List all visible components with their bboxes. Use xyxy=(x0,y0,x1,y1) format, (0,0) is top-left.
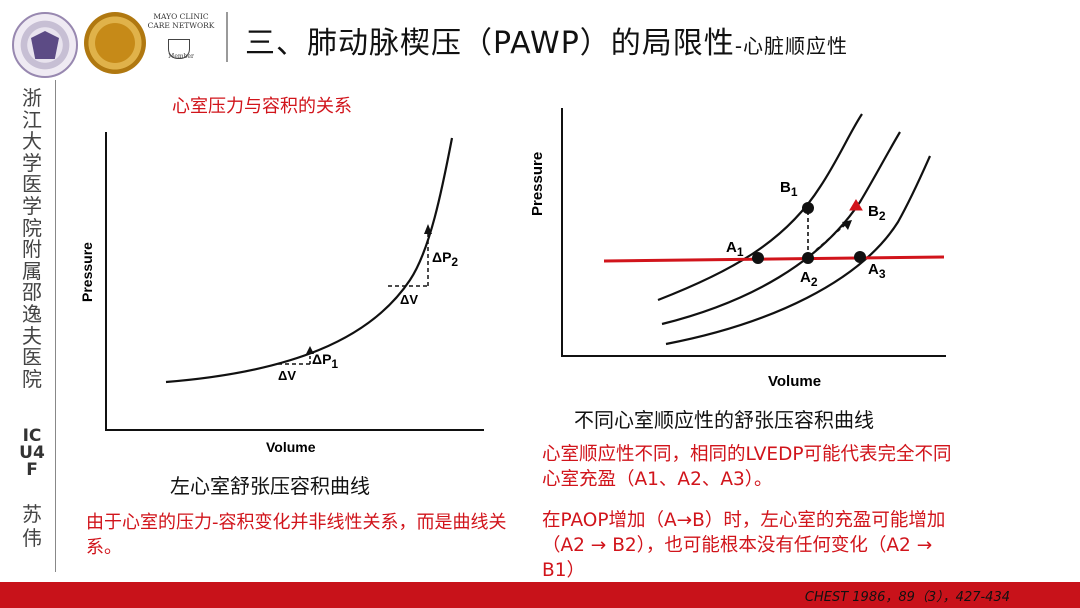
right-axes xyxy=(561,108,946,357)
sidebar-name: 苏伟 xyxy=(22,502,42,550)
left-pv-diagram: ΔV ΔP1 ΔV ΔP2 Volume Pressure xyxy=(79,132,484,455)
label-b2: B2 xyxy=(868,203,886,223)
right-x-label: Volume xyxy=(768,373,821,390)
label-a2-text: A xyxy=(800,269,811,286)
left-figure-heading: 心室压力与容积的关系 xyxy=(172,96,352,117)
shield-icon xyxy=(31,31,59,59)
point-a1 xyxy=(752,252,764,264)
right-y-label: Pressure xyxy=(529,152,546,216)
curve-low-compliance xyxy=(657,113,863,302)
dp-upper-text: ΔP xyxy=(432,249,451,265)
right-compliance-diagram: A1 A2 A3 B1 B2 Volume Pressure xyxy=(529,108,946,390)
left-y-label: Pressure xyxy=(79,242,95,302)
label-a1: A1 xyxy=(726,239,744,259)
left-figure-caption: 左心室舒张压容积曲线 xyxy=(170,474,370,498)
point-b1 xyxy=(802,202,814,214)
left-axes xyxy=(105,132,484,431)
mayo-line2: CARE NETWORK xyxy=(147,21,215,30)
point-a2 xyxy=(802,252,814,264)
dp-upper-sub: 2 xyxy=(451,255,458,269)
slide-title: 三、肺动脉楔压（PAWP）的局限性-心脏顺应性 xyxy=(245,18,848,62)
label-b2-sub: 2 xyxy=(879,209,886,223)
curve-high-compliance xyxy=(665,155,932,346)
left-pv-curve xyxy=(165,137,454,384)
gold-seal-logo xyxy=(84,12,146,74)
right-figure-caption: 不同心室顺应性的舒张压容积曲线 xyxy=(574,408,874,432)
label-a3: A3 xyxy=(868,261,886,281)
sidebar-unit: ICU4F xyxy=(19,426,45,480)
point-b2 xyxy=(849,199,863,211)
title-main: 三、肺动脉楔压（PAWP）的局限性 xyxy=(245,26,735,61)
sidebar-divider xyxy=(55,80,56,572)
label-a3-sub: 3 xyxy=(879,267,886,281)
lvedp-red-line xyxy=(603,255,945,263)
mayo-line1: MAYO CLINIC xyxy=(153,12,209,21)
dp-lower-text: ΔP xyxy=(312,351,331,367)
dp-lower-label: ΔP1 xyxy=(312,351,338,371)
point-a3 xyxy=(854,251,866,263)
arrow-upper xyxy=(424,224,432,234)
label-b1: B1 xyxy=(780,179,798,199)
right-figure-note1: 心室顺应性不同，相同的LVEDP可能代表完全不同心室充盈（A1、A2、A3）。 xyxy=(542,444,952,490)
mayo-shield-icon xyxy=(168,39,190,59)
right-figure-note2: 在PAOP增加（A→B）时，左心室的充盈可能增加（A2 → B2），也可能根本没… xyxy=(542,510,946,581)
label-a1-sub: 1 xyxy=(737,245,744,259)
dv-lower-label: ΔV xyxy=(278,368,296,383)
university-logo xyxy=(12,12,78,78)
sidebar-hospital: 浙江大学医学院附属邵逸夫医院 xyxy=(22,86,42,391)
arrow-b2 xyxy=(842,220,852,230)
label-a2-sub: 2 xyxy=(811,275,818,289)
label-b2-text: B xyxy=(868,203,879,220)
label-a1-text: A xyxy=(726,239,737,256)
arrow-lower xyxy=(306,346,314,354)
label-a2: A2 xyxy=(800,269,818,289)
header-divider xyxy=(226,12,228,62)
curve-mid-compliance xyxy=(661,131,901,326)
label-b1-text: B xyxy=(780,179,791,196)
left-x-label: Volume xyxy=(266,439,316,455)
footer-bar xyxy=(0,582,1080,608)
title-sub: -心脏顺应性 xyxy=(734,34,849,58)
dv-upper-label: ΔV xyxy=(400,292,418,307)
dp-upper-label: ΔP2 xyxy=(432,249,458,269)
dp-lower-sub: 1 xyxy=(331,357,338,371)
left-figure-note: 由于心室的压力-容积变化并非线性关系，而是曲线关系。 xyxy=(86,512,507,558)
label-a3-text: A xyxy=(868,261,879,278)
footer-reference: CHEST 1986，89（3），427-434 xyxy=(804,590,1010,605)
label-b1-sub: 1 xyxy=(791,185,798,199)
